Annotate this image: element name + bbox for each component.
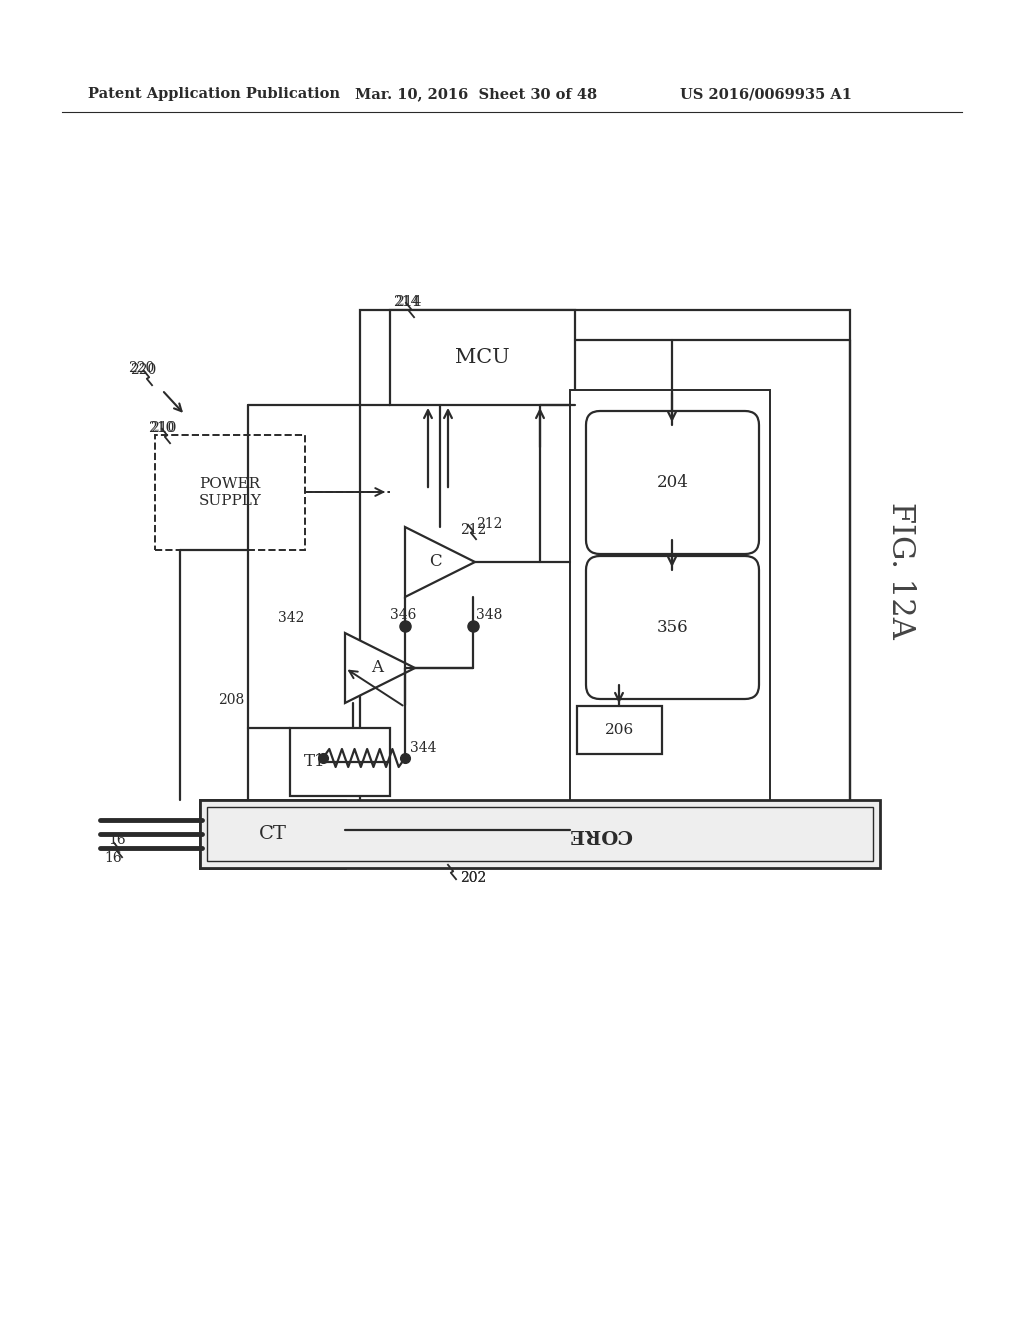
Text: POWER
SUPPLY: POWER SUPPLY — [199, 478, 261, 508]
Text: T1: T1 — [304, 754, 326, 771]
Text: FIG. 12A: FIG. 12A — [885, 502, 915, 639]
Polygon shape — [406, 527, 475, 597]
Polygon shape — [345, 634, 415, 704]
Text: 208: 208 — [218, 693, 245, 708]
FancyBboxPatch shape — [586, 556, 759, 700]
Text: 202: 202 — [460, 871, 486, 884]
Text: 210: 210 — [148, 421, 174, 436]
Text: CORE: CORE — [568, 825, 632, 843]
Bar — [577, 706, 662, 754]
Bar — [360, 310, 850, 869]
Text: 214: 214 — [395, 294, 422, 309]
Text: 342: 342 — [278, 611, 304, 624]
Text: 212: 212 — [476, 517, 503, 531]
Text: 220: 220 — [130, 363, 157, 378]
Text: 214: 214 — [393, 294, 420, 309]
Text: 206: 206 — [605, 723, 634, 737]
Bar — [207, 807, 873, 861]
Text: 16: 16 — [104, 851, 122, 865]
Text: 220: 220 — [128, 360, 155, 375]
Text: Patent Application Publication: Patent Application Publication — [88, 87, 340, 102]
Text: US 2016/0069935 A1: US 2016/0069935 A1 — [680, 87, 852, 102]
Text: 210: 210 — [150, 421, 176, 436]
Text: 202: 202 — [460, 871, 486, 884]
Text: 348: 348 — [476, 609, 503, 622]
Text: 212: 212 — [460, 523, 486, 537]
Bar — [200, 800, 345, 869]
FancyBboxPatch shape — [586, 411, 759, 554]
Text: Mar. 10, 2016  Sheet 30 of 48: Mar. 10, 2016 Sheet 30 of 48 — [355, 87, 597, 102]
Bar — [155, 436, 305, 550]
Text: 204: 204 — [656, 474, 688, 491]
Bar — [200, 800, 880, 869]
Text: MCU: MCU — [455, 348, 510, 367]
Text: 344: 344 — [410, 741, 436, 755]
Text: CT: CT — [258, 825, 287, 843]
Text: 356: 356 — [656, 619, 688, 636]
Bar — [570, 389, 770, 869]
Bar — [290, 729, 390, 796]
Text: 346: 346 — [390, 609, 417, 622]
Text: C: C — [429, 553, 441, 570]
Text: A: A — [371, 660, 383, 676]
Text: 16: 16 — [108, 833, 126, 847]
Bar — [390, 310, 575, 405]
